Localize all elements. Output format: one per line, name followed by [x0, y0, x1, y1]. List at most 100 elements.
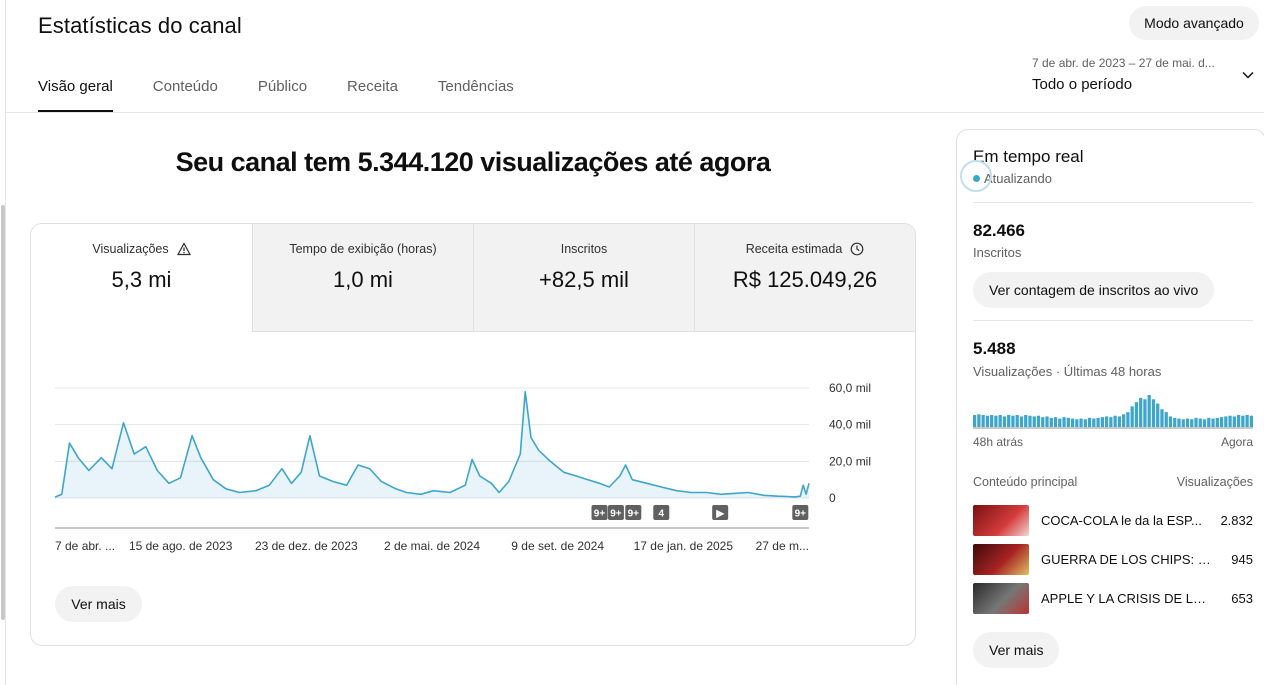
tab-trends[interactable]: Tendências [437, 78, 514, 95]
marker-badge [625, 505, 642, 520]
top-views-label: Visualizações [1176, 475, 1253, 489]
spark-bar [1007, 415, 1011, 427]
metric-value: +82,5 mil [539, 267, 629, 292]
spark-bar [981, 415, 985, 427]
metric-tab-watch-time[interactable]: Tempo de exibição (horas) 1,0 mi [252, 224, 473, 332]
spark-bar [1032, 416, 1036, 427]
realtime-panel: Em tempo real Atualizando 82.466 Inscrit… [956, 129, 1264, 685]
spark-bar [1109, 417, 1113, 427]
spark-bar [1002, 416, 1007, 427]
spark-bar [1066, 417, 1070, 427]
top-content-label: Conteúdo principal [973, 475, 1078, 489]
spark-bar [1211, 418, 1215, 427]
live-count-button[interactable]: Ver contagem de inscritos ao vivo [973, 272, 1215, 308]
y-tick-label: 0 [829, 491, 836, 505]
spark-bar [1036, 415, 1041, 427]
top-content-row[interactable]: COCA-COLA le da la ESP... 2.832 [973, 501, 1253, 540]
tab-overview[interactable]: Visão geral [38, 78, 113, 112]
metric-label: Inscritos [560, 242, 608, 256]
page-title: Estatísticas do canal [38, 13, 242, 38]
spark-bar [1070, 418, 1075, 427]
spark-bar [1241, 415, 1245, 427]
spark-bar [985, 415, 990, 427]
x-tick-label: 7 de abr. ... [55, 539, 115, 553]
marker-label: 9+ [795, 509, 807, 520]
top-content-row[interactable]: GUERRA DE LOS CHIPS: Ch... 945 [973, 540, 1253, 579]
spark-bar [1058, 418, 1062, 427]
spark-bar [1177, 418, 1181, 427]
spark-bar [1202, 419, 1207, 427]
marker-badge [792, 505, 809, 520]
marker-badge [653, 505, 670, 520]
spark-bar [1096, 417, 1100, 427]
pulse-ring-icon [960, 160, 992, 192]
video-title: APPLE Y LA CRISIS DE LOS... [1041, 591, 1211, 606]
tab-audience[interactable]: Público [257, 78, 308, 95]
spark-bar [1139, 397, 1143, 427]
spark-bar [1104, 416, 1109, 427]
spark-bar [1168, 416, 1173, 427]
metric-tab-views[interactable]: Visualizações 5,3 mi [31, 224, 252, 332]
spark-bar [1083, 419, 1087, 427]
marker-label: 4 [659, 509, 665, 520]
top-content-header: Conteúdo principal Visualizações [973, 475, 1253, 489]
spark-bar [1156, 403, 1160, 427]
advanced-mode-button[interactable]: Modo avançado [1129, 6, 1259, 40]
series-area [55, 391, 809, 498]
warning-icon [176, 242, 191, 256]
tab-content[interactable]: Conteúdo [152, 78, 218, 95]
period-selector[interactable]: 7 de abr. de 2023 – 27 de mai. d... Todo… [1032, 56, 1257, 93]
spark-bar [1160, 409, 1164, 427]
marker-badge [712, 505, 729, 520]
x-tick-label: 2 de mai. de 2024 [384, 539, 480, 553]
x-tick-label: 23 de dez. de 2023 [255, 539, 358, 553]
metric-tab-subscribers[interactable]: Inscritos +82,5 mil [473, 224, 694, 332]
scrollbar[interactable] [1, 205, 5, 620]
spark-bar [1122, 414, 1126, 427]
realtime-title: Em tempo real [973, 147, 1084, 166]
series-line [54, 390, 810, 498]
realtime-see-more-button[interactable]: Ver mais [973, 632, 1060, 668]
spark-bar [1053, 417, 1058, 427]
spark-bar [1062, 417, 1066, 427]
spark-bar [1041, 417, 1045, 427]
y-tick-label: 20,0 mil [829, 454, 871, 468]
spark-bar [1075, 419, 1079, 427]
spark-bar [1092, 418, 1096, 427]
video-title: GUERRA DE LOS CHIPS: Ch... [1041, 552, 1211, 567]
spark-bar [1194, 417, 1198, 427]
see-more-button[interactable]: Ver mais [55, 586, 142, 622]
views-chart[interactable]: 0 20,0 mil 40,0 mil 60,0 mil 9+ 9+ 9+ 4 ▶ 9+ 7 de … [31, 332, 915, 582]
spark-bar [1215, 417, 1219, 427]
spark-bar [1087, 417, 1092, 427]
metric-label: Tempo de exibição (horas) [289, 242, 437, 256]
spark-bar [1130, 406, 1134, 427]
metric-tab-revenue[interactable]: Receita estimada R$ 125.049,26 [694, 224, 915, 332]
spark-bar [1219, 417, 1224, 427]
spark-bar [977, 414, 981, 427]
spark-bar [1173, 417, 1177, 427]
spark-bar [1249, 415, 1253, 427]
spark-bar [1228, 415, 1232, 427]
views-48h-label: Visualizações · Últimas 48 horas [973, 364, 1162, 379]
top-content-row[interactable]: APPLE Y LA CRISIS DE LOS... 653 [973, 579, 1253, 618]
video-thumbnail [973, 505, 1029, 536]
spark-bar [1024, 415, 1028, 427]
spark-bar [1151, 399, 1156, 427]
metric-label: Visualizações [92, 242, 169, 256]
left-rail [0, 0, 6, 685]
marker-label: 9+ [594, 509, 606, 520]
divider [973, 320, 1253, 321]
spark-bar [998, 415, 1002, 427]
tabs-divider [6, 112, 1264, 113]
spark-bar [990, 415, 994, 427]
x-tick-label: 17 de jan. de 2025 [634, 539, 734, 553]
realtime-sparkline[interactable] [973, 393, 1253, 429]
spark-bar [1079, 418, 1083, 427]
metrics-card: Visualizações 5,3 mi Tempo de exibição (… [30, 223, 916, 646]
spark-end-label: Agora [1220, 435, 1253, 449]
period-label: Todo o período [1032, 76, 1133, 93]
spark-bar [1164, 412, 1168, 427]
metric-value: R$ 125.049,26 [732, 267, 878, 292]
tab-revenue[interactable]: Receita [347, 78, 398, 95]
